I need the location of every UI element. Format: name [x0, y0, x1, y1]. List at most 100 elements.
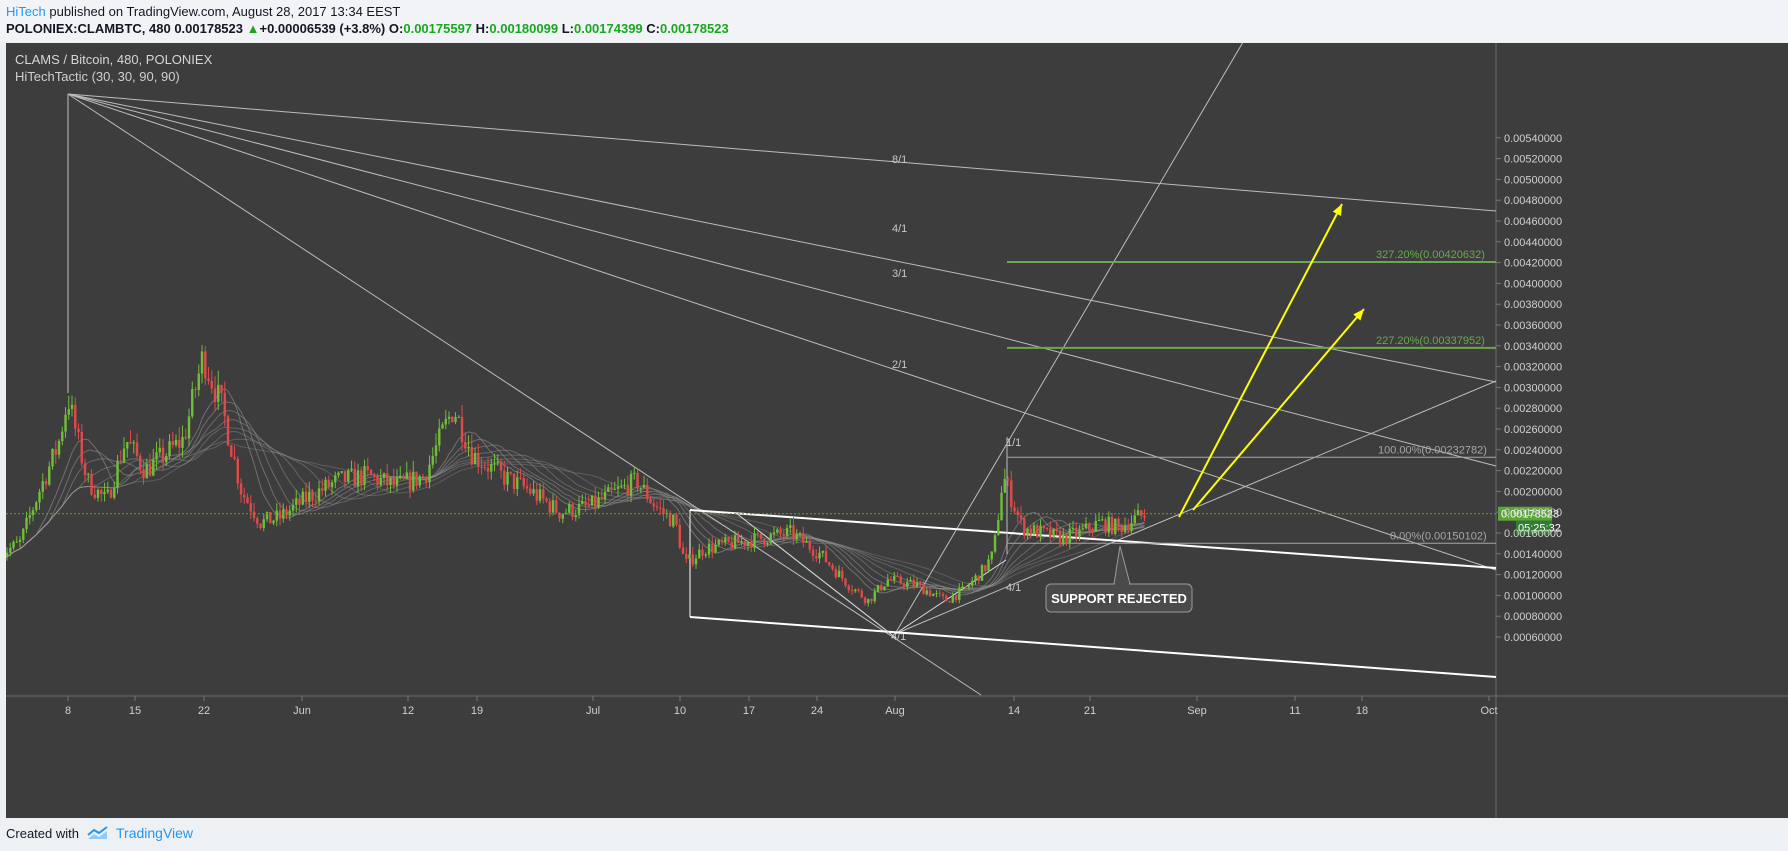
- candle-body: [1045, 528, 1049, 530]
- y-tick-label: 0.00100000: [1504, 590, 1562, 602]
- y-tick-label: 0.00300000: [1504, 382, 1562, 394]
- candle-body: [724, 537, 727, 543]
- fib-level-label: 0.00%(0.00150102): [1390, 530, 1487, 542]
- candle-body: [824, 550, 828, 563]
- tradingview-brand-link[interactable]: TradingView: [116, 825, 194, 841]
- candle-body: [74, 404, 77, 429]
- candle-body: [61, 431, 64, 442]
- candle-body: [616, 486, 620, 489]
- candle-body: [935, 593, 938, 595]
- candle-body: [958, 588, 961, 600]
- x-tick-label: 14: [1008, 705, 1020, 717]
- candles: [6, 345, 1146, 607]
- candle-body: [1117, 518, 1120, 526]
- candle-body: [672, 514, 675, 527]
- fan-ratio-label: 4/1: [891, 631, 906, 643]
- candle-body: [600, 497, 603, 500]
- projection-arrow: [1178, 203, 1343, 518]
- candle-body: [35, 502, 38, 511]
- candle-body: [873, 591, 876, 602]
- candle-body: [1065, 533, 1068, 544]
- y-tick-label: 0.00340000: [1504, 341, 1562, 353]
- candle-body: [126, 441, 129, 449]
- candle-body: [811, 549, 815, 556]
- y-tick-label: 0.00220000: [1504, 466, 1562, 478]
- candle-body: [818, 552, 821, 559]
- candle-body: [1078, 529, 1081, 537]
- candle-body: [847, 585, 850, 591]
- candle-body: [285, 509, 288, 516]
- candle-body: [792, 525, 795, 540]
- candle-body: [415, 471, 418, 486]
- candle-body: [259, 523, 262, 528]
- candle-body: [295, 498, 298, 505]
- candle-body: [948, 601, 951, 603]
- candle-body: [694, 558, 698, 565]
- candle-body: [1127, 525, 1130, 531]
- candle-body: [834, 569, 837, 578]
- y-tick-label: 0.00460000: [1504, 216, 1562, 228]
- candle-body: [993, 535, 997, 552]
- x-tick-label: Jul: [586, 705, 600, 717]
- candle-body: [821, 550, 824, 553]
- candle-body: [25, 517, 28, 529]
- candle-body: [1049, 528, 1052, 538]
- candle-body: [161, 447, 165, 463]
- candle-body: [1023, 518, 1026, 536]
- candle-body: [659, 507, 662, 509]
- candle-body: [532, 489, 535, 494]
- candle-body: [1104, 519, 1107, 533]
- candle-body: [837, 570, 841, 578]
- candle-body: [1042, 525, 1045, 529]
- candle-body: [457, 416, 460, 418]
- candle-body: [1010, 480, 1013, 508]
- up-arrow-icon: ▲: [246, 21, 260, 36]
- candle-body: [191, 389, 194, 417]
- candle-body: [119, 460, 122, 463]
- candle-body: [262, 519, 265, 528]
- candle-body: [1016, 511, 1019, 516]
- candle-body: [681, 547, 685, 555]
- candle-body: [529, 488, 532, 494]
- candle-body: [330, 482, 334, 488]
- candle-body: [80, 431, 83, 464]
- author-link[interactable]: HiTech: [6, 4, 46, 19]
- candle-body: [805, 541, 808, 543]
- candle-body: [1140, 510, 1143, 516]
- candle-body: [802, 533, 805, 543]
- candle-body: [392, 477, 395, 486]
- price-axis[interactable]: 0.00540000 0.00520000 0.00500000 0.00480000…: [1496, 133, 1562, 644]
- candle-body: [402, 475, 405, 479]
- fib-extension: 327.20%(0.00420632) 227.20%(0.00337952) 10…: [1006, 249, 1496, 554]
- candle-body: [785, 527, 789, 536]
- published-text: published on TradingView.com, August 28,…: [45, 4, 401, 19]
- candle-body: [70, 404, 74, 410]
- time-axis[interactable]: 8 15 22 Jun 12 19 Jul 10 17 24 Aug 14 21 Sep 11 18 Oct: [65, 696, 1498, 717]
- candle-body: [298, 498, 301, 505]
- candle-body: [798, 533, 802, 535]
- price-chart[interactable]: 8/1 4/1 3/1 2/1 1/1 4/1 4/1 327.20%(0.00420632…: [6, 43, 1788, 839]
- candle-body: [356, 470, 360, 487]
- candle-body: [405, 472, 408, 479]
- candle-body: [889, 579, 893, 581]
- candle-body: [109, 489, 113, 498]
- candle-body: [499, 462, 503, 471]
- candle-body: [139, 455, 142, 470]
- candle-body: [197, 373, 200, 390]
- candle-body: [1136, 510, 1140, 516]
- candle-body: [67, 409, 70, 415]
- candle-body: [155, 452, 158, 460]
- candle-body: [776, 529, 779, 533]
- candle-body: [1062, 533, 1065, 545]
- candle-body: [1101, 519, 1104, 521]
- candle-body: [925, 590, 928, 595]
- gann-fan-line: [67, 93, 1497, 467]
- last-price: 0.00178523: [174, 21, 243, 36]
- x-tick-label: 21: [1084, 705, 1096, 717]
- candle-body: [691, 554, 694, 565]
- candle-body: [473, 453, 477, 465]
- candle-body: [204, 351, 207, 379]
- candle-body: [860, 590, 863, 598]
- x-tick-label: Jun: [293, 705, 311, 717]
- candle-body: [506, 471, 509, 485]
